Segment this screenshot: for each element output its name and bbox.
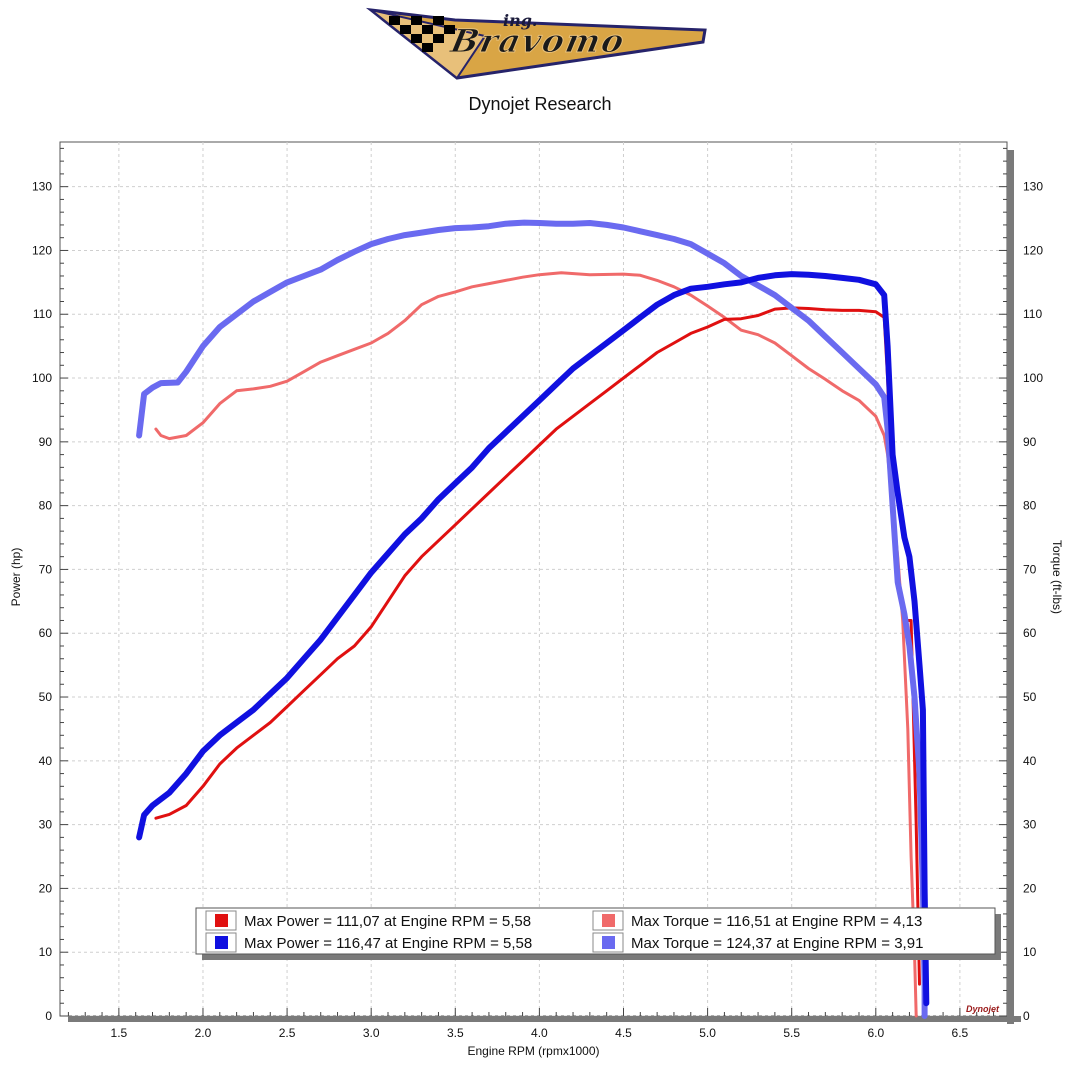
y-tick-label-right: 130 [1023, 180, 1043, 194]
logo-small-text: ing. [503, 11, 537, 30]
y-tick-label-left: 90 [39, 435, 53, 449]
x-tick-label: 4.5 [615, 1026, 632, 1040]
y-tick-label-left: 30 [39, 818, 53, 832]
y-tick-label-left: 0 [45, 1009, 52, 1023]
y-tick-label-left: 110 [33, 307, 52, 321]
legend-swatch [215, 936, 228, 949]
x-tick-label: 3.5 [447, 1026, 464, 1040]
y-axis-label-left: Power (hp) [9, 548, 23, 607]
x-tick-label: 6.5 [952, 1026, 969, 1040]
plot-area [59, 141, 1008, 1017]
legend-swatch [215, 914, 228, 927]
y-tick-label-left: 40 [39, 754, 53, 768]
y-tick-label-right: 80 [1023, 499, 1037, 513]
y-tick-label-left: 60 [39, 626, 53, 640]
x-tick-label: 6.0 [867, 1026, 884, 1040]
legend-entry-text: Max Torque = 124,37 at Engine RPM = 3,91 [631, 935, 923, 952]
bottom-axis-shadow [68, 1016, 1021, 1022]
x-tick-label: 2.5 [279, 1026, 296, 1040]
legend: Max Power = 111,07 at Engine RPM = 5,58 M… [195, 907, 1001, 960]
y-tick-label-left: 130 [32, 180, 52, 194]
legend-entry-text: Max Power = 111,07 at Engine RPM = 5,58 [244, 913, 531, 930]
series-line-0 [154, 306, 921, 986]
series-line-1 [136, 271, 930, 1007]
y-tick-label-right: 60 [1023, 626, 1037, 640]
y-tick-label-right: 70 [1023, 562, 1037, 576]
x-axis-label: Engine RPM (rpmx1000) [467, 1044, 599, 1058]
dynojet-watermark: Dynojet [966, 1004, 1000, 1014]
y-tick-label-right: 120 [1023, 243, 1043, 257]
y-tick-label-right: 100 [1023, 371, 1043, 385]
chart-title: Dynojet Research [468, 94, 612, 114]
y-tick-label-left: 20 [39, 881, 53, 895]
logo-main-text: Bravomo [447, 22, 630, 60]
x-tick-label: 5.0 [699, 1026, 716, 1040]
y-tick-label-right: 90 [1023, 435, 1037, 449]
series-line-3 [136, 219, 928, 1019]
y-axis-label-right: Torque (ft-lbs) [1050, 540, 1064, 614]
series-line-2 [154, 271, 918, 1018]
y-tick-label-left: 100 [32, 371, 52, 385]
y-tick-label-left: 80 [39, 499, 53, 513]
legend-swatch [602, 914, 615, 927]
y-tick-label-left: 70 [39, 562, 53, 576]
x-tick-label: 3.0 [363, 1026, 380, 1040]
legend-entry-text: Max Power = 116,47 at Engine RPM = 5,58 [244, 935, 532, 952]
right-axis-shadow [1007, 150, 1014, 1024]
y-tick-label-left: 50 [39, 690, 53, 704]
brand-logo: ing. Bravomo [365, 7, 707, 80]
x-tick-label: 4.0 [531, 1026, 548, 1040]
y-tick-label-left: 10 [39, 945, 53, 959]
y-tick-label-right: 50 [1023, 690, 1037, 704]
x-tick-label: 1.5 [111, 1026, 128, 1040]
x-tick-label: 5.5 [783, 1026, 800, 1040]
x-tick-label: 2.0 [195, 1026, 212, 1040]
y-tick-label-left: 120 [32, 243, 52, 257]
y-tick-label-right: 10 [1023, 945, 1037, 959]
y-tick-label-right: 0 [1023, 1009, 1030, 1023]
legend-entry-text: Max Torque = 116,51 at Engine RPM = 4,13 [631, 913, 922, 930]
y-tick-label-right: 40 [1023, 754, 1037, 768]
y-tick-label-right: 110 [1023, 307, 1042, 321]
y-tick-label-right: 30 [1023, 818, 1037, 832]
legend-swatch [602, 936, 615, 949]
y-tick-label-right: 20 [1023, 881, 1037, 895]
